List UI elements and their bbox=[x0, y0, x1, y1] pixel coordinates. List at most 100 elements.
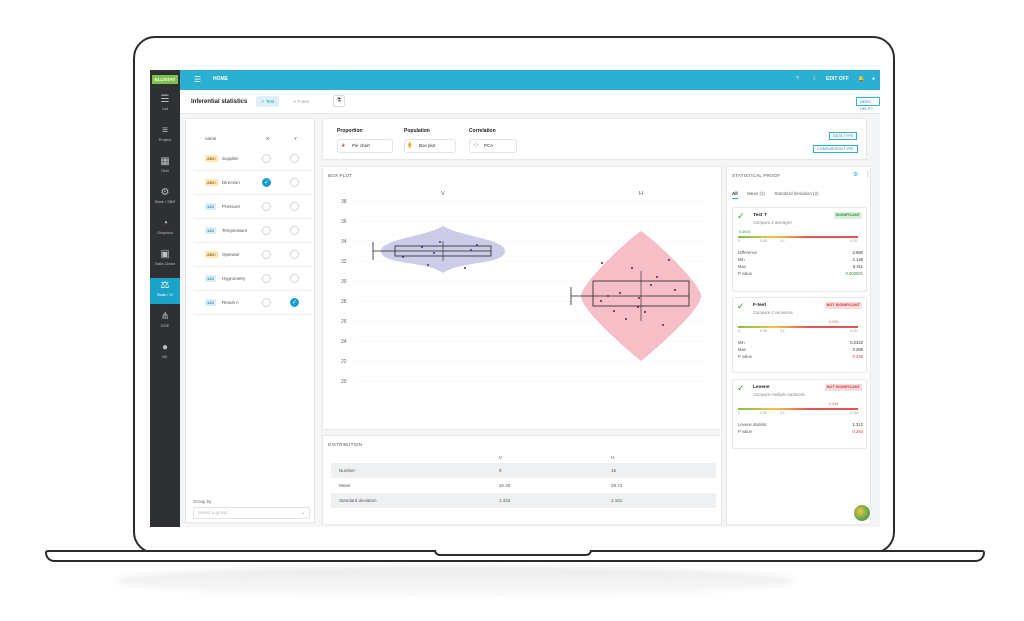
settings-icon[interactable]: ⚙ bbox=[853, 172, 859, 178]
variable-row[interactable]: 123 Hygrometry bbox=[194, 267, 312, 291]
category-label: V bbox=[441, 191, 445, 197]
data-point bbox=[650, 284, 652, 286]
y-tick-label: 28 bbox=[341, 299, 347, 305]
table-row: Standard deviation 1.423 2.181 bbox=[331, 493, 716, 508]
radio-y[interactable] bbox=[290, 202, 299, 211]
test-result-block[interactable]: ✓ F-test Compare 2 variances NOT SIGNIFICAN… bbox=[732, 297, 867, 373]
data-point bbox=[601, 262, 603, 264]
user-avatar-icon[interactable]: ● bbox=[872, 76, 876, 82]
p-value-scale bbox=[738, 236, 858, 238]
variable-row[interactable]: 123 Pressure bbox=[194, 195, 312, 219]
tab-mean[interactable]: Mean (1) bbox=[747, 191, 766, 196]
tab-standard-deviation[interactable]: Standard deviation (2) bbox=[774, 191, 819, 196]
sidebar-item-2[interactable]: ▦ Grid bbox=[150, 154, 180, 180]
variable-name: Pressure bbox=[222, 204, 241, 209]
data-point bbox=[668, 259, 670, 261]
menu-icon[interactable]: ☰ bbox=[194, 75, 202, 84]
scale-tick-label: 0.05 bbox=[760, 411, 767, 415]
pca-label: PCA bbox=[484, 143, 494, 148]
radio-x[interactable] bbox=[262, 298, 271, 307]
box-plot-chip[interactable]: ⧫ Box plot bbox=[404, 139, 456, 153]
sidebar-item-0[interactable]: ☰ List bbox=[150, 92, 180, 118]
laptop-shadow bbox=[115, 566, 795, 596]
sidebar-item-label: List bbox=[161, 106, 169, 111]
test-result-block[interactable]: ✓ Test T Compare 2 averages SIGNIFICANT 0.00… bbox=[732, 207, 867, 292]
test-name: Test T bbox=[753, 213, 767, 218]
radio-x[interactable] bbox=[262, 226, 271, 235]
radio-x[interactable] bbox=[262, 274, 271, 283]
variable-row[interactable]: ABC Operator bbox=[194, 243, 312, 267]
assistant-avatar[interactable] bbox=[853, 504, 871, 522]
radio-y[interactable] bbox=[290, 226, 299, 235]
radio-y[interactable]: ✓ bbox=[290, 298, 299, 307]
notifications-icon[interactable]: 🔔 bbox=[858, 76, 865, 82]
sidebar-item-3[interactable]: ⚙ Stats / SBR bbox=[150, 185, 180, 211]
group-by-select[interactable]: Select a group ⌄ bbox=[193, 507, 310, 519]
radio-y[interactable] bbox=[290, 274, 299, 283]
scale-tick-label: 0.05 bbox=[760, 239, 767, 243]
column-header-v: V bbox=[499, 454, 503, 460]
sidebar-item-6[interactable]: ⚖ Stats / IV bbox=[150, 278, 180, 304]
variable-row[interactable]: ABC Supplier bbox=[194, 147, 312, 171]
tab-test[interactable]: ✓ Test bbox=[256, 96, 280, 107]
table-row: Mean 32.40 28.72 bbox=[331, 478, 716, 493]
sidebar-item-icon: ⋔ bbox=[160, 311, 170, 322]
need-help-button[interactable]: NEED HELP? bbox=[856, 97, 880, 111]
variable-name: Hygrometry bbox=[222, 276, 246, 281]
radio-x[interactable] bbox=[262, 250, 271, 259]
scale-tick-label: 0.1 bbox=[780, 329, 785, 333]
significance-badge: NOT SIGNIFICANT bbox=[824, 384, 862, 391]
pca-chip[interactable]: ⊹ PCA bbox=[469, 139, 517, 153]
variable-row[interactable]: 123 Temperature bbox=[194, 219, 312, 243]
tab-all[interactable]: All bbox=[732, 191, 738, 199]
check-icon: ✓ bbox=[737, 383, 745, 393]
stat-label: P value bbox=[738, 271, 752, 276]
radio-x[interactable] bbox=[262, 154, 271, 163]
sidebar-item-7[interactable]: ⋔ DOE bbox=[150, 309, 180, 335]
significance-badge: NOT SIGNIFICANT bbox=[824, 302, 862, 309]
stat-value: 0.226 bbox=[852, 354, 863, 359]
stat-row: P value 0.226 bbox=[738, 354, 863, 359]
help-icon[interactable]: ? bbox=[796, 76, 799, 82]
flask-icon[interactable]: ⚗ bbox=[333, 95, 345, 107]
data-point bbox=[644, 311, 646, 313]
radio-y[interactable] bbox=[290, 178, 299, 187]
proportion-title: Proportion bbox=[337, 128, 363, 134]
box-plot-title: BOX PLOT bbox=[328, 173, 353, 178]
test-result-block[interactable]: ✓ Levene Compare multiple variances NOT SIG… bbox=[732, 379, 867, 449]
data-point bbox=[613, 310, 615, 312]
top-bar: ☰ HOME ? ☾ EDIT OFF 🔔 ● ▾ bbox=[180, 70, 880, 90]
more-options-icon[interactable]: ⋮ bbox=[865, 172, 871, 178]
stat-value: 0.2422 bbox=[850, 340, 863, 345]
variable-row[interactable]: ABC Direction ✓ bbox=[194, 171, 312, 195]
stat-row: Max 3.285 bbox=[738, 347, 863, 352]
scale-tick-label: 0.25 bbox=[850, 329, 857, 333]
scale-tick-label: 0 bbox=[738, 329, 740, 333]
data-type-button[interactable]: DATA TYPE bbox=[829, 132, 858, 140]
radio-y[interactable] bbox=[290, 154, 299, 163]
distribution-table: V H Number 8 15 Mean 32.40 28.72 Standard devi… bbox=[331, 451, 716, 508]
stat-value: 0.000001 bbox=[845, 271, 863, 276]
tab-ftest[interactable]: ∨ F-test bbox=[293, 99, 310, 104]
category-label: H bbox=[639, 191, 643, 197]
variable-row[interactable]: 123 Result A ✓ bbox=[194, 291, 312, 315]
radio-x[interactable] bbox=[262, 202, 271, 211]
sidebar-item-5[interactable]: ▣ Data Clean bbox=[150, 247, 180, 273]
pie-chart-chip[interactable]: ◕ Pie chart bbox=[337, 139, 393, 153]
test-description: Compare multiple variances bbox=[753, 392, 805, 397]
sidebar-item-4[interactable]: ◔ Graphics bbox=[150, 216, 180, 242]
comparison-type-button[interactable]: COMPARISON TYPE bbox=[813, 145, 858, 153]
radio-x[interactable]: ✓ bbox=[262, 178, 271, 187]
sidebar-item-label: Grid bbox=[161, 168, 169, 173]
edit-off-toggle[interactable]: EDIT OFF bbox=[826, 76, 849, 82]
night-mode-icon[interactable]: ☾ bbox=[813, 76, 818, 82]
sidebar-item-1[interactable]: ≡ Project bbox=[150, 123, 180, 149]
variable-type-badge: 123 bbox=[205, 299, 216, 306]
stat-value: 3.680 bbox=[852, 250, 863, 255]
home-link[interactable]: HOME bbox=[213, 76, 228, 82]
column-header-name: name bbox=[205, 136, 217, 141]
population-title: Population bbox=[404, 128, 430, 134]
radio-y[interactable] bbox=[290, 250, 299, 259]
stat-label: P value bbox=[738, 354, 752, 359]
sidebar-item-8[interactable]: ● ML bbox=[150, 340, 180, 366]
